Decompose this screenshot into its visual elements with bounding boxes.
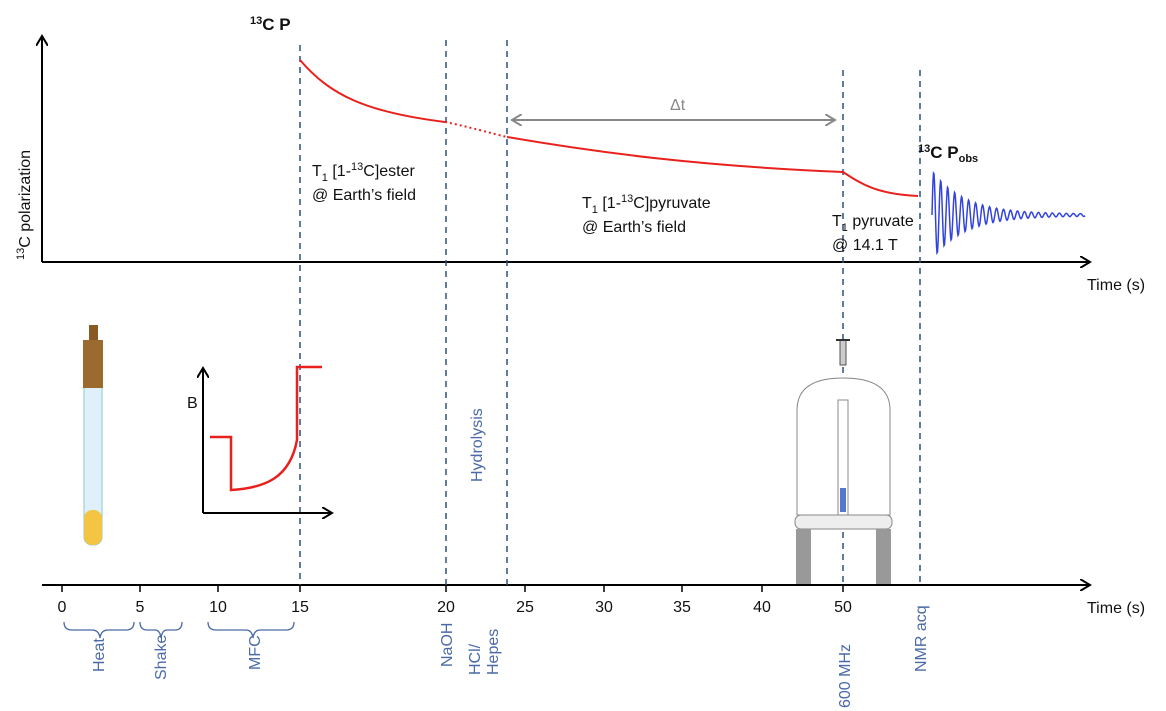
- tick-label: 10: [209, 599, 227, 616]
- tick-label: 20: [437, 599, 455, 616]
- cap-top: [89, 325, 98, 343]
- step-label: Hepes: [485, 629, 502, 675]
- field-graph: [203, 365, 332, 513]
- brace: [63, 621, 135, 639]
- brace: [207, 621, 295, 639]
- sup: 13: [621, 193, 633, 205]
- delta-t-label: Δt: [670, 97, 686, 114]
- pyruvate-field-label-line2: @ 14.1 T: [832, 237, 898, 254]
- timeline-ticks: 0 5 10 15 20 25 30 35 40 50 Heat Shake MFC NaOH HCl/He…: [58, 585, 930, 708]
- label: C polarization: [17, 150, 34, 248]
- tick-label: 5: [136, 599, 145, 616]
- sub: 1: [322, 172, 328, 184]
- t: T: [582, 195, 592, 212]
- decay-curve: [506, 136, 919, 197]
- tick-label: 40: [753, 599, 771, 616]
- tick-label: 0: [58, 599, 67, 616]
- decay-curve-dotted: [444, 121, 508, 138]
- step-label: Heat: [91, 638, 108, 672]
- field-curve: [210, 365, 322, 492]
- axis-label: Time (s): [1087, 600, 1145, 617]
- sub: obs: [959, 153, 979, 165]
- syringe: [839, 339, 847, 366]
- hydrolysis-label: Hydrolysis: [469, 408, 486, 482]
- tick-label: 30: [595, 599, 613, 616]
- leg: [796, 529, 811, 584]
- pyruvate-label-line2: @ Earth’s field: [582, 219, 686, 236]
- step-braces: [63, 621, 295, 639]
- text: C]ester: [363, 163, 415, 180]
- leg: [876, 529, 891, 584]
- fid-signal: [931, 170, 1086, 256]
- label: C P: [930, 143, 958, 162]
- sup: 13: [15, 248, 27, 260]
- label: C P: [262, 15, 290, 34]
- observed-label: 13C Pobs: [918, 143, 978, 165]
- step-label: NaOH: [439, 623, 456, 667]
- cap: [83, 340, 103, 388]
- ester-label-line2: @ Earth’s field: [312, 187, 416, 204]
- sub: 1: [842, 222, 848, 234]
- pyruvate-field-label: T1 pyruvate: [832, 213, 914, 234]
- t: T: [312, 163, 322, 180]
- step-label: 600 MHz: [837, 644, 854, 708]
- tick-label: 15: [291, 599, 309, 616]
- sample-tube: [83, 325, 103, 546]
- sample-in-magnet: [840, 488, 846, 512]
- field-axis-label: B: [187, 395, 198, 412]
- sup: 13: [250, 15, 262, 27]
- axis-label: Time (s): [1087, 277, 1145, 294]
- bore: [837, 399, 849, 516]
- sup: 13: [351, 161, 363, 173]
- tick-label: 35: [673, 599, 691, 616]
- ester-label: T1 [1-13C]ester: [312, 161, 416, 184]
- step-label: HCl/: [467, 643, 484, 675]
- step-label: MFC: [247, 635, 264, 670]
- step-label: NMR acq: [913, 605, 930, 672]
- nmr-magnet: [794, 339, 893, 584]
- sub: 1: [592, 204, 598, 216]
- sample: [84, 510, 102, 545]
- t: T: [832, 213, 842, 230]
- sup: 13: [918, 143, 930, 155]
- brace: [139, 621, 183, 639]
- y-axis-label: 13C polarization: [15, 150, 34, 260]
- tick-label: 50: [834, 599, 852, 616]
- text: pyruvate: [848, 213, 914, 230]
- magnet-base: [794, 514, 893, 530]
- text: [1-: [328, 163, 351, 180]
- decay-curve: [299, 59, 446, 123]
- text: [1-: [598, 195, 621, 212]
- top-label: 13C P: [250, 15, 291, 34]
- pyruvate-label: T1 [1-13C]pyruvate: [582, 193, 711, 216]
- tick-label: 25: [516, 599, 534, 616]
- step-label: Shake: [153, 635, 170, 680]
- text: C]pyruvate: [633, 195, 710, 212]
